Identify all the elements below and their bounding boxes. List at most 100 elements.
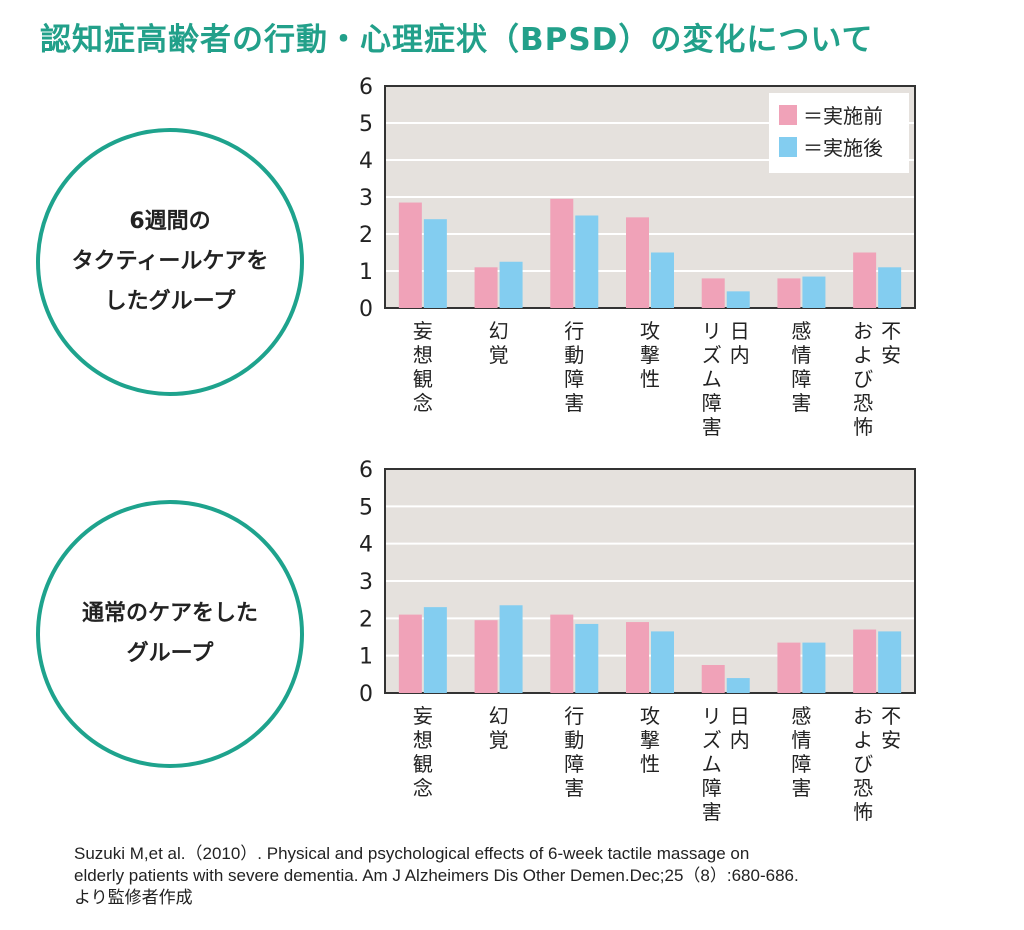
group-circle-normal: 通常のケアをした グループ [36, 500, 304, 768]
bar-before [853, 629, 877, 693]
bar-after [651, 631, 674, 693]
x-tick-label: ズ [702, 343, 722, 367]
x-tick-label: 安 [881, 728, 901, 752]
y-tick-label: 5 [359, 112, 373, 137]
x-tick-label: 害 [791, 391, 811, 415]
y-tick-label: 1 [359, 260, 373, 285]
citation-line: elderly patients with severe dementia. A… [74, 866, 799, 885]
bar-before [777, 278, 801, 308]
x-tick-label: 障 [702, 391, 722, 415]
x-tick-label: 害 [564, 391, 584, 415]
bar-before [626, 217, 649, 308]
y-tick-label: 4 [359, 149, 373, 174]
bar-before [550, 614, 574, 693]
y-tick-label: 3 [359, 570, 373, 595]
x-tick-label: 幻 [489, 704, 509, 728]
legend-label: ＝実施前 [803, 104, 883, 128]
bar-after [878, 267, 902, 308]
x-tick-label: 妄 [413, 319, 433, 343]
group-circle-tactile: 6週間の タクティールケアを したグループ [36, 128, 304, 396]
x-tick-label: リ [702, 704, 722, 728]
x-tick-label: 不 [881, 319, 901, 343]
x-tick-label: ズ [702, 728, 722, 752]
bar-after [499, 605, 523, 693]
x-tick-label: 怖 [853, 415, 873, 439]
x-tick-label: お [853, 319, 873, 343]
x-tick-label: 内 [730, 343, 750, 367]
x-tick-label: 攻 [640, 704, 660, 728]
bar-after [802, 276, 826, 308]
x-tick-label: 念 [413, 776, 433, 800]
page-title: 認知症高齢者の行動・心理症状（BPSD）の変化について [40, 22, 874, 58]
x-tick-label: 性 [640, 367, 660, 391]
x-tick-label: 妄 [413, 704, 433, 728]
y-tick-label: 6 [359, 458, 373, 483]
bar-before [853, 252, 877, 308]
citation-line: より監修者作成 [74, 888, 193, 907]
citation-line: Suzuki M,et al.（2010）. Physical and psyc… [74, 844, 750, 863]
x-tick-label: 日 [730, 704, 750, 728]
bar-after [423, 607, 447, 693]
bar-after [499, 261, 523, 308]
x-tick-label: 安 [881, 343, 901, 367]
bar-after [726, 678, 750, 693]
x-tick-label: 不 [881, 704, 901, 728]
legend-swatch [779, 105, 797, 125]
x-tick-label: 行 [564, 704, 584, 728]
bar-before [777, 642, 801, 693]
x-tick-label: 恐 [853, 776, 873, 800]
x-tick-label: 恐 [853, 391, 873, 415]
x-tick-label: 念 [413, 391, 433, 415]
x-tick-label: 障 [702, 776, 722, 800]
y-tick-label: 3 [359, 186, 373, 211]
x-tick-label: 動 [564, 343, 584, 367]
bar-before [398, 614, 422, 693]
y-tick-label: 0 [359, 682, 373, 707]
x-tick-label: ム [702, 752, 722, 776]
x-tick-label: 害 [702, 415, 722, 439]
bar-before [474, 620, 498, 693]
x-tick-label: 感 [791, 704, 811, 728]
bar-after [575, 623, 599, 693]
y-tick-label: 2 [359, 223, 373, 248]
legend-swatch [779, 137, 797, 157]
x-tick-label: 覚 [489, 343, 509, 367]
bar-after [423, 219, 447, 308]
bar-after [802, 642, 826, 693]
x-tick-label: 性 [640, 752, 660, 776]
y-tick-label: 1 [359, 645, 373, 670]
y-tick-label: 0 [359, 297, 373, 322]
x-tick-label: ム [702, 367, 722, 391]
y-tick-label: 4 [359, 533, 373, 558]
x-tick-label: 日 [730, 319, 750, 343]
bar-before [701, 278, 725, 308]
citation: Suzuki M,et al.（2010）. Physical and psyc… [74, 843, 1014, 909]
bar-after [726, 291, 750, 308]
bar-before [626, 622, 649, 693]
x-tick-label: 撃 [640, 728, 660, 752]
x-tick-label: 情 [791, 343, 811, 367]
bar-before [701, 665, 725, 693]
x-tick-label: 内 [730, 728, 750, 752]
x-tick-label: 障 [564, 367, 584, 391]
x-tick-label: 想 [413, 728, 433, 752]
x-tick-label: 障 [564, 752, 584, 776]
y-tick-label: 6 [359, 75, 373, 100]
bar-after [575, 215, 599, 308]
x-tick-label: 攻 [640, 319, 660, 343]
x-tick-label: よ [853, 728, 873, 752]
x-tick-label: 観 [413, 367, 433, 391]
bar-before [550, 198, 574, 308]
group-label-normal: 通常のケアをした グループ [81, 601, 258, 666]
x-tick-label: リ [702, 319, 722, 343]
x-tick-label: よ [853, 343, 873, 367]
x-tick-label: び [853, 752, 873, 776]
x-tick-label: 怖 [853, 800, 873, 824]
plot-frame [384, 85, 916, 309]
plot-frame [384, 468, 916, 694]
y-tick-label: 5 [359, 495, 373, 520]
x-tick-label: 幻 [489, 319, 509, 343]
bar-after [651, 252, 674, 308]
